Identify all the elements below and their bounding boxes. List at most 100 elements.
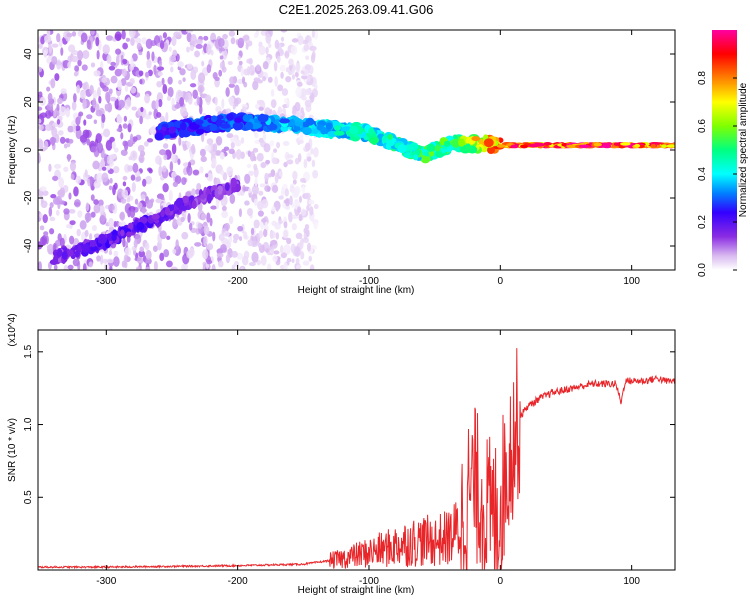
heatmap-cell [216,252,224,258]
heatmap-cell [63,208,70,215]
heatmap-cell [77,210,83,218]
heatmap-cell [41,46,49,56]
heatmap-cell [96,50,100,60]
heatmap-cell [182,77,186,82]
heatmap-cell [483,138,494,148]
heatmap-cell [146,138,154,143]
heatmap-cell [99,215,106,225]
heatmap-cell [81,243,90,253]
heatmap-cell [76,84,81,94]
heatmap-cell [96,255,101,262]
heatmap-cell [284,204,291,210]
heatmap-cell [141,37,147,45]
heatmap-cell [210,205,218,210]
heatmap-cell [237,37,245,49]
heatmap-cell [194,242,202,247]
heatmap-cell [42,214,48,224]
heatmap-cell [269,249,274,254]
heatmap-cell [69,161,77,172]
heatmap-cell [258,230,263,239]
heatmap-cell [231,250,238,258]
heatmap-cell [66,32,73,38]
heatmap-cell [113,147,119,153]
heatmap-cell [200,156,207,163]
heatmap-cell [227,61,233,66]
heatmap-cell [56,119,61,125]
heatmap-cell [102,44,110,55]
heatmap-cell [92,89,98,100]
heatmap-cell [114,31,122,41]
heatmap-cell [106,258,114,264]
heatmap-cell [201,60,205,67]
heatmap-cell [303,44,309,52]
heatmap-cell [163,249,170,258]
heatmap-cell [131,182,136,193]
heatmap-cell [67,264,74,270]
heatmap-cell [120,132,124,140]
heatmap-cell [97,238,106,244]
x-tick-label: -300 [96,576,116,587]
y-tick-label: 0 [23,147,34,153]
heatmap-cell [120,221,126,227]
heatmap-cell [77,59,82,67]
heatmap-cell [220,169,225,176]
heatmap-cell [196,96,200,106]
heatmap-cell [95,110,103,117]
heatmap-cell [248,262,256,267]
heatmap-cell [233,233,240,241]
heatmap-cell [528,143,539,148]
heatmap-cell [131,53,138,62]
heatmap-cell [105,91,111,103]
heatmap-cell [264,221,269,231]
heatmap-cell [126,97,131,107]
heatmap-cell [38,152,41,164]
heatmap-cell [232,121,244,131]
heatmap-cell [224,222,231,231]
heatmap-cell [267,173,272,178]
heatmap-cell [223,146,230,151]
snr-y-ticks: 0.5 1.0 1.5 [23,344,675,504]
heatmap-cell [283,97,288,104]
heatmap-cell [95,133,102,144]
heatmap-cell [237,55,241,61]
heatmap-cell [132,136,138,142]
heatmap-cell [121,189,129,199]
heatmap-cell [306,156,312,162]
heatmap-cell [291,74,295,80]
colorbar-gradient [712,30,737,270]
heatmap-cell [258,190,264,196]
heatmap-cell [242,114,251,122]
heatmap-cell [140,194,146,201]
heatmap-cell [185,30,194,33]
spectrogram-x-ticks: -300 -200 -100 0 100 [96,30,640,287]
heatmap-cell [310,147,314,155]
heatmap-cell [56,59,62,70]
heatmap-cell [256,64,261,72]
heatmap-cell [38,139,44,150]
heatmap-cell [139,246,145,253]
heatmap-cell [59,237,65,248]
heatmap-cell [57,97,63,105]
heatmap-cell [255,30,260,37]
colorbar-tick-label: 0.2 [697,215,708,229]
heatmap-cell [101,172,109,183]
heatmap-cell [252,80,259,91]
heatmap-cell [123,140,129,151]
heatmap-cell [225,254,231,264]
heatmap-cell [197,72,206,84]
heatmap-cell [602,144,612,149]
heatmap-cell [40,36,45,45]
heatmap-cell [96,172,104,183]
heatmap-cell [175,239,179,251]
heatmap-cell [271,184,279,193]
heatmap-cell [223,230,230,237]
heatmap-cell [285,159,293,165]
heatmap-cell [155,99,159,110]
heatmap-cell [465,145,472,152]
heatmap-cell [187,95,193,105]
heatmap-cell [325,122,333,130]
heatmap-cell [250,227,255,236]
heatmap-cell [56,33,61,43]
heatmap-cell [387,140,394,147]
heatmap-cell [77,50,84,61]
